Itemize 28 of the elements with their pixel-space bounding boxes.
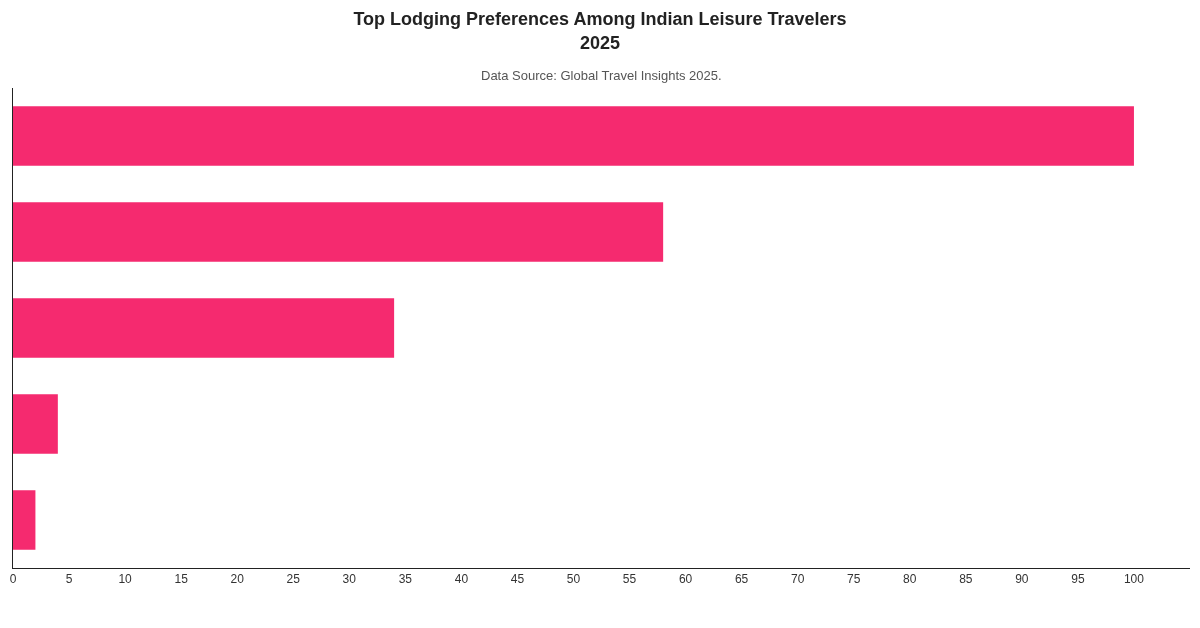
chart-subtitle: Data Source: Global Travel Insights 2025. (481, 68, 722, 83)
x-tick-label: 75 (847, 572, 861, 587)
bar (13, 298, 395, 358)
x-tick-label: 30 (342, 572, 357, 587)
bar (13, 394, 58, 454)
bar (13, 202, 664, 262)
x-tick-label: 20 (230, 572, 245, 587)
chart-title: Top Lodging Preferences Among Indian Leisure Travelers 2025 (353, 9, 847, 53)
bar (13, 106, 1134, 166)
x-tick-label: 70 (790, 572, 805, 587)
x-tick-label: 45 (510, 572, 525, 587)
x-tick-label: 95 (1071, 572, 1085, 587)
x-tick-label: 85 (959, 572, 973, 587)
bar (13, 490, 36, 550)
x-tick-label: 0 (9, 572, 17, 587)
x-tick-label: 5 (65, 572, 73, 587)
x-tick-label: 50 (566, 572, 581, 587)
x-tick-label: 80 (903, 572, 917, 587)
x-tick-label: 10 (118, 572, 133, 587)
x-tick-label: 40 (454, 572, 469, 587)
x-tick-label: 100 (1123, 572, 1145, 587)
x-tick-label: 65 (734, 572, 749, 587)
x-tick-label: 15 (174, 572, 189, 587)
x-tick-label: 35 (398, 572, 413, 587)
x-tick-label: 55 (622, 572, 637, 587)
x-tick-label: 90 (1015, 572, 1029, 587)
x-tick-label: 25 (286, 572, 301, 587)
x-tick-label: 60 (678, 572, 693, 587)
